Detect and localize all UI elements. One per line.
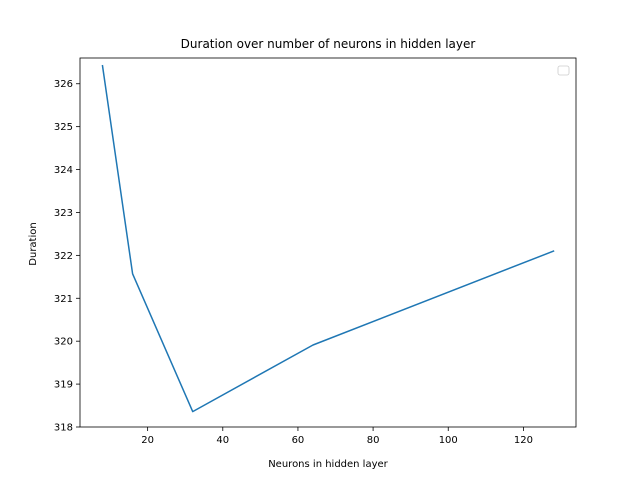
x-axis: 20 40 60 80 100 120 xyxy=(141,427,533,446)
plot-frame xyxy=(79,57,577,428)
series-line xyxy=(101,64,555,413)
legend xyxy=(557,65,570,76)
x-tick-label: 60 xyxy=(292,435,305,446)
y-tick-label: 322 xyxy=(54,251,73,262)
y-tick-label: 320 xyxy=(54,337,73,348)
y-tick-label: 323 xyxy=(54,208,73,219)
x-tick-label: 100 xyxy=(439,435,458,446)
y-axis: 318 319 320 321 322 323 324 325 326 xyxy=(54,79,80,434)
y-axis-label: Duration xyxy=(28,222,39,265)
chart-title: Duration over number of neurons in hidde… xyxy=(181,37,476,51)
x-tick-label: 120 xyxy=(514,435,533,446)
x-tick-label: 40 xyxy=(216,435,229,446)
x-tick-label: 80 xyxy=(367,435,380,446)
y-tick-label: 318 xyxy=(54,423,73,434)
x-axis-label: Neurons in hidden layer xyxy=(268,459,388,470)
y-tick-label: 321 xyxy=(54,294,73,305)
x-tick-label: 20 xyxy=(141,435,154,446)
y-tick-label: 319 xyxy=(54,380,73,391)
y-tick-label: 325 xyxy=(54,122,73,133)
legend-box xyxy=(557,65,570,76)
y-tick-label: 324 xyxy=(54,165,73,176)
y-tick-label: 326 xyxy=(54,79,73,90)
